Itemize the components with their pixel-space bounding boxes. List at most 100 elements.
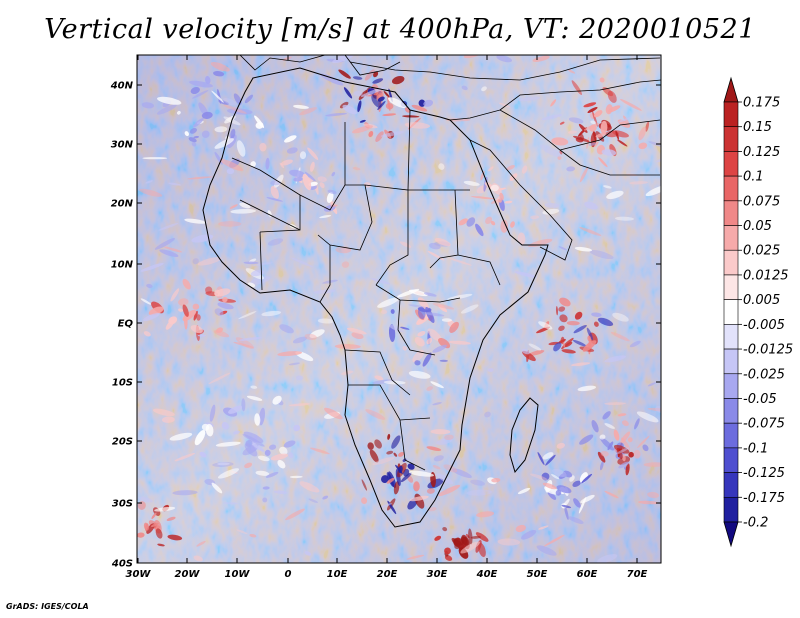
lon-label: 20E (377, 569, 398, 580)
velocity-streak (239, 337, 262, 341)
velocity-streak (481, 86, 487, 92)
velocity-streak (432, 402, 442, 406)
velocity-streak (423, 99, 434, 107)
velocity-patch (214, 126, 228, 133)
velocity-patch (326, 192, 334, 203)
velocity-patch (587, 107, 598, 113)
velocity-patch (485, 216, 493, 225)
velocity-streak (145, 180, 153, 184)
velocity-patch (562, 340, 566, 348)
velocity-streak (190, 325, 203, 334)
velocity-streak (436, 473, 454, 485)
velocity-patch (168, 316, 178, 325)
velocity-patch (286, 147, 298, 154)
velocity-patch (359, 119, 366, 123)
velocity-patch (209, 404, 216, 422)
velocity-streak (423, 292, 437, 297)
velocity-streak (408, 304, 425, 308)
velocity-patch (563, 470, 573, 478)
velocity-streak (187, 176, 213, 180)
velocity-patch (265, 157, 270, 170)
velocity-patch (638, 142, 648, 150)
velocity-patch (556, 485, 572, 494)
colorbar-label: -0.175 (743, 491, 785, 506)
velocity-patch (521, 165, 528, 174)
velocity-patch (414, 360, 421, 366)
velocity-patch (510, 221, 515, 228)
velocity-patch (377, 100, 386, 111)
velocity-streak (233, 341, 254, 348)
velocity-patch (258, 407, 266, 426)
velocity-streak (270, 453, 288, 461)
velocity-streak (591, 312, 602, 317)
velocity-streak (645, 184, 661, 197)
velocity-patch (221, 422, 229, 430)
velocity-streak (434, 238, 451, 247)
colorbar-label: -0.0125 (743, 343, 793, 358)
colorbar-swatch (723, 299, 739, 325)
velocity-patch (230, 128, 236, 139)
velocity-patch (293, 176, 303, 182)
velocity-patch (475, 532, 489, 542)
velocity-streak (647, 407, 661, 412)
velocity-streak (299, 481, 320, 493)
velocity-patch (155, 528, 163, 539)
velocity-streak (552, 468, 567, 477)
velocity-patch (434, 535, 442, 541)
middle-east-outline (349, 57, 661, 261)
velocity-patch (357, 100, 362, 113)
velocity-patch (262, 497, 268, 503)
velocity-patch (573, 135, 590, 143)
velocity-patch (188, 137, 197, 143)
velocity-streak (242, 433, 265, 447)
velocity-patch (392, 75, 405, 85)
velocity-streak (214, 138, 234, 149)
velocity-streak (599, 434, 606, 440)
velocity-streak (428, 507, 437, 512)
velocity-patch (638, 126, 647, 141)
velocity-streak (360, 87, 385, 97)
colorbar-swatch (723, 348, 739, 375)
velocity-streak (309, 447, 330, 455)
country-borders (231, 109, 501, 471)
velocity-patch (497, 199, 502, 203)
velocity-streak (267, 238, 284, 246)
velocity-patch (407, 463, 415, 470)
velocity-streak (620, 98, 642, 111)
velocity-field-patches (137, 55, 661, 563)
velocity-patch (583, 123, 600, 131)
velocity-streak (496, 55, 513, 63)
velocity-streak (352, 167, 361, 171)
colorbar-swatch (723, 373, 739, 399)
velocity-streak (341, 261, 350, 268)
velocity-patch (579, 166, 589, 183)
velocity-streak (372, 379, 395, 385)
colorbar-swatch (723, 496, 739, 523)
velocity-streak (293, 104, 309, 109)
velocity-patch (233, 93, 242, 105)
velocity-patch (517, 232, 526, 245)
velocity-patch (302, 173, 312, 191)
velocity-streak (541, 114, 563, 121)
velocity-streak (615, 216, 634, 221)
velocity-patch (319, 182, 325, 189)
colorbar-swatch (723, 249, 739, 276)
velocity-patch (381, 475, 389, 484)
velocity-patch (566, 320, 580, 326)
velocity-patch (449, 321, 459, 333)
velocity-streak (429, 242, 441, 250)
colorbar-label: 0.075 (743, 194, 780, 209)
velocity-streak (430, 429, 451, 435)
velocity-patch (417, 306, 426, 320)
velocity-patch (591, 110, 598, 127)
velocity-patch (573, 498, 581, 508)
velocity-patch (451, 538, 466, 551)
velocity-patch (307, 147, 319, 160)
velocity-streak (218, 221, 242, 227)
velocity-patch (438, 304, 448, 313)
velocity-streak (164, 246, 183, 253)
velocity-streak (361, 497, 368, 504)
velocity-patch (587, 335, 591, 342)
lat-label: 20S (112, 437, 133, 448)
velocity-streak (215, 441, 241, 447)
